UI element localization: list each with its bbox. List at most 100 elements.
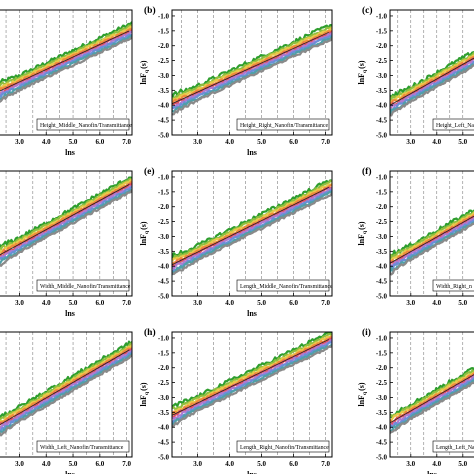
legend-label: Width_Left_Nanofin/Transmittance (40, 444, 124, 451)
legend-box: Length_Right_Nanofin/Transmittance (236, 440, 330, 453)
legend-frame (236, 440, 330, 453)
x-axis-label: lns (427, 470, 437, 474)
y-tick-label: -2.5 (376, 379, 388, 387)
legend-box: Height_Right_Nanofin/Transmittance (236, 118, 330, 131)
x-axis-label: lns (65, 309, 75, 318)
legend-frame (236, 279, 330, 292)
panel-label: (e) (144, 166, 155, 177)
x-tick-label: 3.0 (406, 460, 415, 468)
panel-9: 3.0 4.0 5.0 -1.0 -1.5 -2.0 -2.5 -3.0 -3.5 -4.0 -4.… (357, 327, 474, 474)
legend-frame (36, 440, 130, 453)
y-tick-label: -3.0 (158, 233, 170, 241)
series-line (0, 189, 132, 267)
y-tick-label: -2.5 (376, 57, 388, 65)
x-tick-label: 3.0 (15, 460, 24, 468)
legend-label: Width_Middle_Nanofin/Transmittance (40, 283, 131, 290)
x-tick-label: 3.0 (193, 138, 202, 146)
x-tick-label: 6.0 (95, 138, 104, 146)
x-tick-label: 5.0 (458, 138, 467, 146)
y-tick-label: -4.0 (376, 263, 388, 271)
plot-frame (171, 170, 333, 297)
series-line (390, 211, 474, 262)
x-tick-label: 5.0 (458, 460, 467, 468)
y-tick-label: -1.5 (376, 27, 388, 35)
y-tick-label: -5.0 (158, 293, 170, 301)
y-tick-labels: -1.0 -1.5 -2.0 -2.5 -3.0 -3.5 -4.0 -4.5 -5.0 (376, 334, 393, 462)
x-tick-label: 6.0 (95, 299, 104, 307)
x-tick-label: 5.0 (69, 299, 78, 307)
series-line (0, 21, 132, 86)
panel-5: 3.0 4.0 5.0 6.0 7.0-1.0-1.5-2.0-2.5-3.0-3.5-… (139, 166, 333, 318)
panel-label: (i) (362, 327, 371, 338)
legend-frame (36, 279, 130, 292)
x-axis-label: lns (65, 470, 75, 474)
legend-frame (36, 118, 130, 131)
fit-line (172, 339, 329, 416)
y-tick-label: -1.0 (158, 12, 170, 20)
panel-2: 3.0 4.0 5.0 6.0 7.0-1.0-1.5-2.0-2.5-3.0-3.5-… (139, 5, 333, 157)
y-tick-label: -3.5 (158, 409, 170, 417)
panel-1: 3.0 4.0 5.0 6.0 7.0 lns Height_Middle_Nanofin/… (0, 9, 133, 157)
x-tick-label: 4.0 (432, 138, 441, 146)
plot-frame (0, 9, 133, 136)
series-line (0, 354, 132, 437)
y-tick-label: -4.5 (158, 117, 170, 125)
panel-label: (c) (362, 5, 373, 16)
y-tick-label: -5.0 (376, 293, 388, 301)
y-tick-label: -5.0 (376, 454, 388, 462)
x-tick-labels: 3.0 4.0 5.0 (406, 454, 468, 468)
x-tick-labels: 3.0 4.0 5.0 6.0 7.0 (15, 293, 132, 307)
y-tick-label: -4.5 (158, 278, 170, 286)
y-tick-label: -2.0 (158, 203, 170, 211)
series-line (172, 37, 332, 116)
y-tick-label: -3.0 (158, 394, 170, 402)
x-tick-labels: 3.0 4.0 5.0 6.0 7.0 (193, 132, 330, 146)
plot-frame (171, 9, 333, 136)
plot-frame (389, 170, 474, 297)
y-tick-label: -2.5 (376, 218, 388, 226)
y-tick-label: -1.0 (376, 173, 388, 181)
panel-7: 3.0 4.0 5.0 6.0 7.0 lns Width_Left_Nanofin/Tra… (0, 331, 133, 474)
x-tick-label: 6.0 (95, 460, 104, 468)
x-tick-label: 4.0 (225, 299, 234, 307)
series-group (0, 176, 132, 267)
y-tick-label: -2.0 (158, 42, 170, 50)
series-line (390, 210, 474, 260)
series-group (390, 50, 474, 117)
fit-line (172, 187, 329, 266)
legend-label: Height_Left_Na (436, 122, 474, 129)
series-line (0, 189, 132, 265)
x-tick-label: 4.0 (432, 299, 441, 307)
x-tick-label: 7.0 (321, 138, 330, 146)
series-group (172, 332, 332, 428)
series-line (0, 186, 132, 260)
legend-label: Height_Right_Nanofin/Transmittance (240, 122, 328, 129)
x-tick-labels: 3.0 4.0 5.0 6.0 7.0 (193, 293, 330, 307)
fit-line (172, 31, 329, 105)
grid-lines (181, 171, 326, 296)
y-tick-label: -3.5 (376, 87, 388, 95)
x-tick-label: 4.0 (432, 460, 441, 468)
series-line (0, 347, 132, 426)
fit-line (390, 57, 474, 106)
x-tick-label: 7.0 (122, 299, 131, 307)
series-line (172, 187, 332, 270)
x-tick-labels: 3.0 4.0 5.0 6.0 7.0 (15, 454, 132, 468)
x-tick-label: 6.0 (289, 460, 298, 468)
series-line (390, 217, 474, 267)
panel-label: (b) (144, 5, 156, 16)
y-tick-labels: -1.0 -1.5 -2.0 -2.5 -3.0 -3.5 -4.0 -4.5 -5.0 (376, 12, 393, 140)
y-tick-label: -2.5 (158, 57, 170, 65)
x-tick-label: 5.0 (257, 299, 266, 307)
y-tick-label: -4.5 (376, 278, 388, 286)
x-tick-labels: 3.0 4.0 5.0 (406, 293, 468, 307)
y-tick-label: -4.5 (158, 439, 170, 447)
legend-box: Height_Left_Na (432, 118, 474, 131)
fit-line (0, 184, 130, 256)
y-tick-label: -4.0 (376, 102, 388, 110)
series-line (172, 332, 332, 409)
y-tick-label: -1.5 (376, 188, 388, 196)
y-tick-label: -5.0 (158, 454, 170, 462)
y-tick-label: -2.0 (376, 364, 388, 372)
y-axis-label: lnFq(s) (139, 382, 150, 406)
